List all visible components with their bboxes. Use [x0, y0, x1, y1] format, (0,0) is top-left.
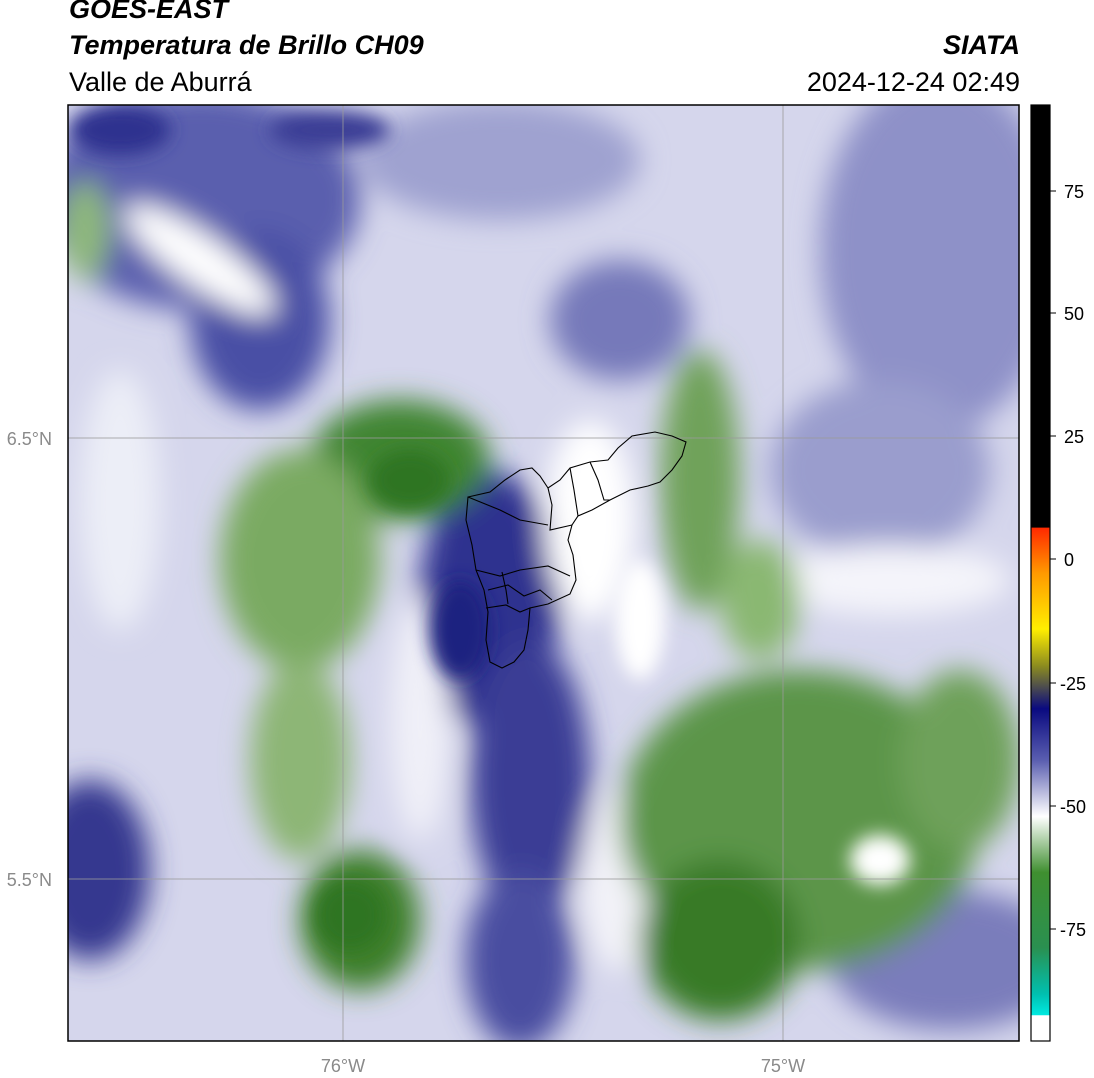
green-edge-nw	[68, 180, 110, 280]
deep-blue-spot-n	[270, 110, 390, 150]
blue-region-nc	[550, 260, 690, 380]
blue-region-ne	[820, 105, 1019, 430]
colorbar-tick-minus25: -25	[1060, 674, 1086, 694]
blue-region-n	[360, 105, 640, 220]
green-region-w	[220, 450, 380, 670]
green-region-sw	[250, 660, 350, 860]
boundary-envigado	[487, 584, 553, 601]
colorbar-tick-minus50: -50	[1060, 797, 1086, 817]
white-ridge-cw	[390, 600, 450, 840]
graticule	[68, 105, 1019, 1041]
brightness-temperature-field	[68, 105, 1019, 1041]
green-strip-ne	[660, 350, 740, 610]
colorbar: 75 50 25 0 -25 -50 -75	[1030, 104, 1086, 1042]
white-ridge-w	[80, 370, 160, 630]
boundary-sabaneta	[501, 571, 509, 605]
colorbar-tick-marks	[1050, 190, 1056, 930]
colorbar-tick-75: 75	[1064, 182, 1084, 202]
agency-title: SIATA	[943, 30, 1020, 60]
field-blobs	[68, 105, 1019, 1041]
deep-green-spot-s	[315, 880, 385, 950]
deep-green-spot	[370, 450, 450, 510]
colorbar-tick-minus75: -75	[1060, 920, 1086, 940]
blue-region-sw	[68, 780, 150, 960]
green-region-far-e	[900, 670, 1019, 850]
municipal-boundaries	[465, 431, 687, 669]
colorbar-tick-50: 50	[1064, 304, 1084, 324]
region-title: Valle de Aburrá	[69, 67, 252, 97]
white-spot-center	[615, 560, 665, 680]
lat-label-6-5: 6.5°N	[7, 429, 52, 449]
white-spot-se	[850, 835, 910, 885]
field-details	[70, 105, 910, 950]
deep-blue-core	[430, 580, 490, 680]
satellite-title: GOES-EAST	[69, 0, 229, 24]
green-strip-e	[720, 540, 800, 660]
blue-band-south	[470, 640, 590, 920]
boundary-itagui	[485, 604, 531, 613]
white-ridge-e	[770, 545, 1010, 615]
boundary-copacabana	[569, 467, 579, 517]
deep-blue-spot-nw	[70, 105, 170, 155]
blue-region-e	[770, 380, 990, 560]
datetime-title: 2024-12-24 02:49	[806, 67, 1020, 97]
lon-label-76: 76°W	[321, 1056, 365, 1076]
blue-band-far-south	[465, 870, 575, 1041]
green-core-se	[640, 860, 800, 1020]
white-ridge-nw	[124, 204, 276, 316]
boundary-medellin-north	[467, 496, 549, 526]
product-title: Temperatura de Brillo CH09	[69, 30, 424, 60]
lon-label-75: 75°W	[761, 1056, 805, 1076]
colorbar-frame	[1030, 104, 1051, 1042]
colorbar-gradient	[1031, 105, 1050, 1041]
colorbar-tick-0: 0	[1064, 550, 1074, 570]
white-ridge-center	[545, 420, 635, 620]
boundary-bello	[547, 487, 573, 531]
boundary-medellin-south	[475, 565, 571, 577]
boundary-girardota	[589, 461, 610, 501]
colorbar-tick-25: 25	[1064, 427, 1084, 447]
map-frame	[67, 104, 1020, 1042]
lat-label-5-5: 5.5°N	[7, 870, 52, 890]
